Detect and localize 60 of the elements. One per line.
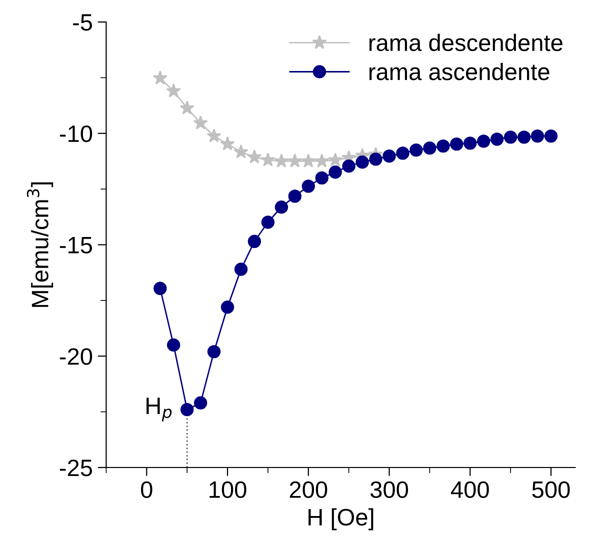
x-tick-label: 400 [450,481,489,498]
y-tick-label: -10 [60,125,92,142]
y-tick-label: -20 [60,348,92,365]
point [234,262,248,276]
point [464,136,477,150]
x-tick-label: 300 [370,481,408,498]
point [544,129,558,143]
x-tick-label: 100 [210,481,246,498]
point [206,128,222,142]
point [436,139,450,153]
point [504,130,518,144]
point [477,134,490,148]
point [194,396,208,410]
point [396,146,410,160]
point [261,216,275,229]
point [517,130,531,144]
point [530,129,544,143]
point [166,338,180,352]
x-tick-label: 500 [532,481,570,498]
point [260,152,276,166]
point [180,402,194,416]
point [274,200,288,214]
point [450,137,464,151]
legend-label: rama descendente [369,34,562,52]
x-tick-label: 0 [140,481,152,498]
y-tick-label: -25 [60,460,92,476]
point [314,154,330,168]
point [166,83,181,98]
point [247,150,262,164]
point [328,166,342,179]
point [423,141,436,155]
point [207,345,221,358]
point [369,152,382,166]
point [193,115,208,130]
point [288,190,302,203]
point [302,180,315,193]
point [328,152,343,166]
point [154,282,167,296]
y-tick-label: -5 [73,14,92,31]
point [315,171,328,185]
legend-label: rama ascendente [369,62,550,80]
point [410,143,423,157]
x-tick-label: 200 [290,481,328,498]
point [301,154,316,168]
point [234,144,248,158]
annotation: H$_{p}$ [146,398,172,422]
x-axis-title: H [Oe] [308,508,374,530]
y-axis-title: M[emu/cm$^{3}$] [26,182,54,307]
point [490,132,504,146]
point [274,154,289,168]
y-tick-label: -15 [60,237,92,254]
point [180,100,194,115]
point [342,160,356,173]
point [220,300,234,314]
point [152,70,168,84]
point [220,136,235,150]
point [288,154,302,168]
point [248,234,262,248]
point [382,150,396,163]
point [356,156,369,169]
